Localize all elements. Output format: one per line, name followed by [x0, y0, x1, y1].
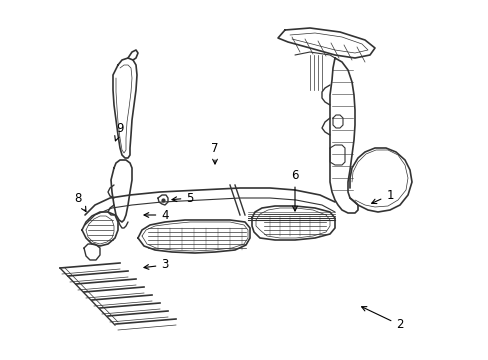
- Text: 6: 6: [291, 168, 298, 211]
- Text: 1: 1: [371, 189, 393, 203]
- Text: 8: 8: [74, 192, 86, 212]
- Text: 3: 3: [143, 258, 168, 271]
- Text: 4: 4: [144, 208, 168, 221]
- Text: 5: 5: [172, 192, 193, 204]
- Text: 9: 9: [115, 122, 123, 141]
- Text: 7: 7: [211, 141, 218, 164]
- Text: 2: 2: [361, 307, 403, 332]
